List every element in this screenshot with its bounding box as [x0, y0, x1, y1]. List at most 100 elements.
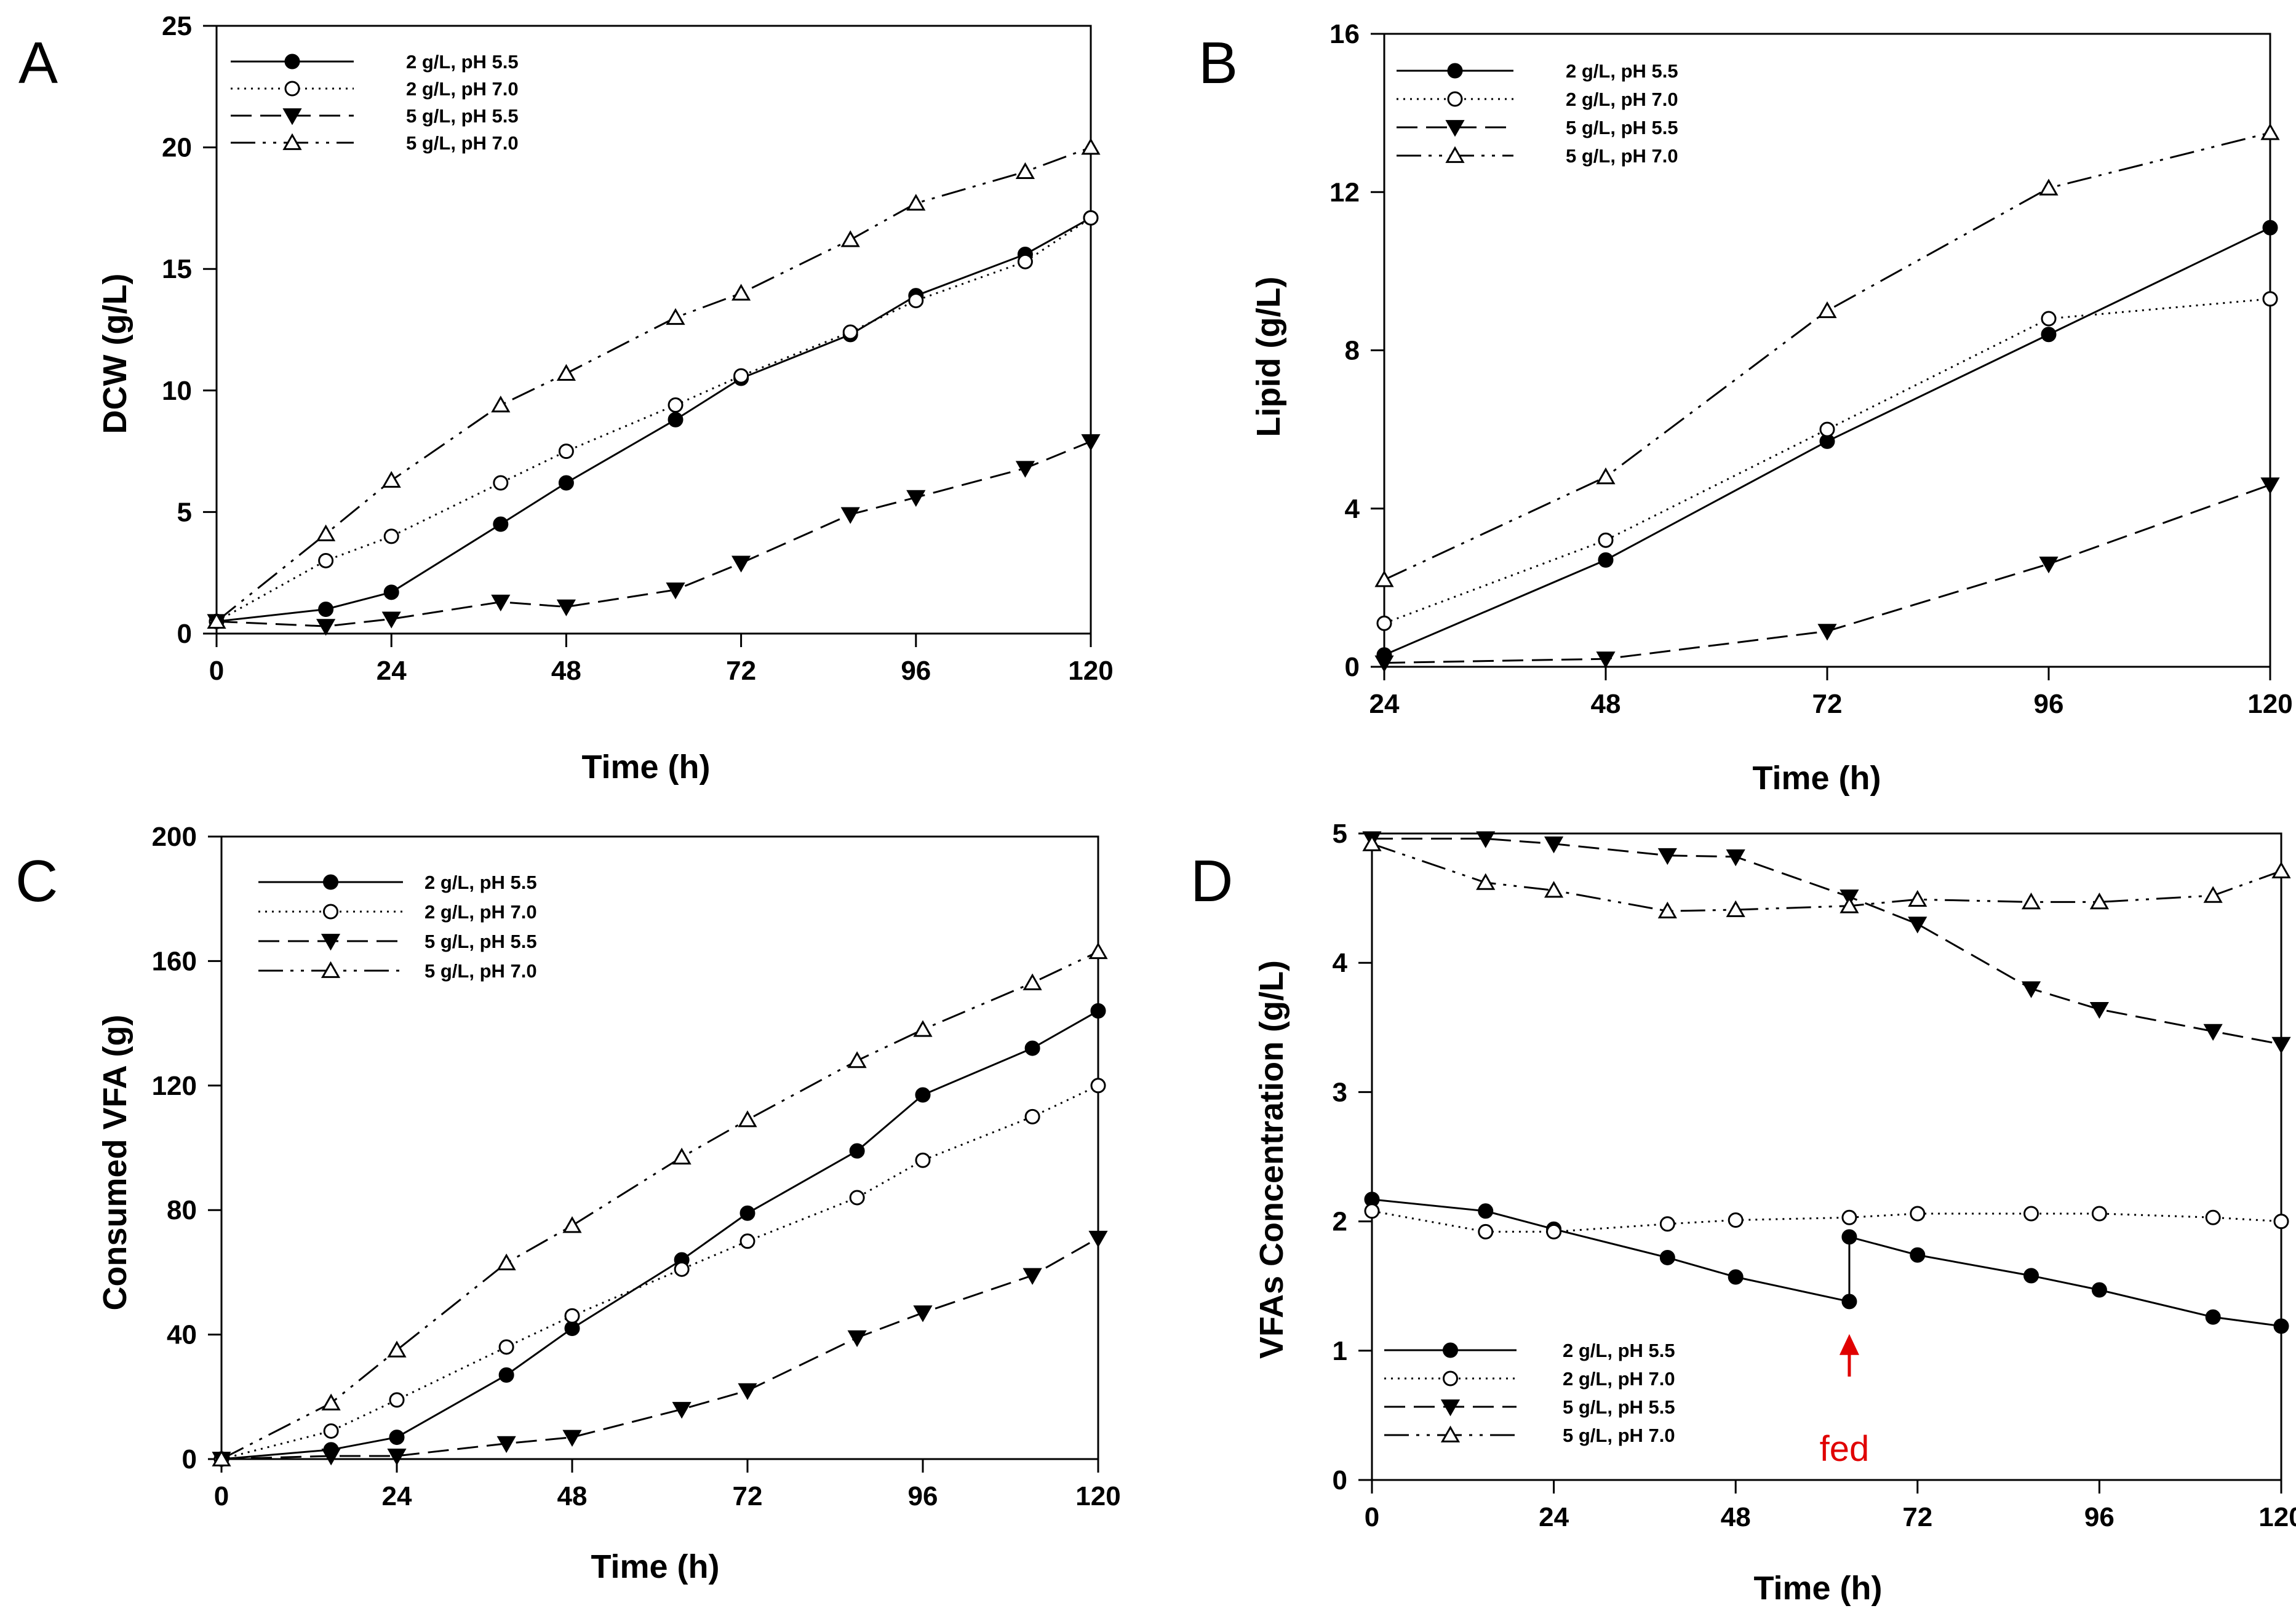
panel-d-series-1-point — [2205, 1309, 2221, 1325]
panel-c-legend-marker-3 — [321, 934, 341, 951]
panel-c-series-4-point — [496, 1253, 516, 1271]
panel-a-legend-marker-1 — [284, 54, 300, 70]
panel-d-legend-label-3: 5 g/L, pH 5.5 — [1563, 1396, 1675, 1418]
panel-c-series-2-point — [564, 1308, 580, 1324]
panel-a-y-tick-label: 10 — [162, 376, 192, 406]
panel-b-y-tick-label: 8 — [1345, 336, 1360, 366]
panel-a-series-4 — [207, 138, 1101, 629]
panel-d-series-4-point — [1726, 900, 1745, 917]
panel-a-x-tick-label: 120 — [1068, 656, 1113, 686]
panel-d-legend-label-4: 5 g/L, pH 7.0 — [1563, 1425, 1675, 1446]
panel-d-series-4-point — [1908, 889, 1927, 907]
panel-d-series-3-point — [2021, 981, 2041, 998]
panel-d-series-1-point — [1841, 1294, 1857, 1310]
panel-c-legend-marker-1 — [323, 874, 338, 890]
panel-c-series-3-point — [1088, 1230, 1108, 1248]
panel-a-x-tick-label: 24 — [377, 656, 407, 686]
panel-b-series-3-point — [1596, 651, 1616, 669]
panel-d-series-3-point — [1908, 917, 1927, 934]
panel-a-series-4-point — [840, 230, 860, 247]
panel-d-y-tick-label: 1 — [1333, 1336, 1347, 1366]
panel-b-series-2-point — [2262, 291, 2278, 307]
panel-a-series-4-point — [666, 308, 685, 325]
panel-d-series-1-line — [1371, 1198, 2282, 1327]
panel-d-x-tick-label: 0 — [1365, 1502, 1379, 1532]
panel-c-y-tick-label: 160 — [152, 946, 197, 976]
panel-a-y-tick-label: 25 — [162, 11, 192, 41]
panel-a-legend-marker-2 — [284, 81, 300, 97]
panel-c-series-2 — [213, 1078, 1106, 1467]
panel-c-series-4-point — [321, 1393, 341, 1410]
panel-c-series-2-point — [323, 1423, 339, 1439]
panel-b-y-tick-label: 4 — [1345, 494, 1360, 524]
panel-c-series-2-point — [915, 1152, 931, 1168]
panel-a-series-3-point — [556, 599, 576, 616]
panel-d-series-4-point — [1544, 881, 1564, 898]
panel-d-series-2-point — [2023, 1206, 2039, 1222]
panel-c-x-axis-label: Time (h) — [591, 1548, 719, 1585]
panel-d-plot-frame — [1371, 832, 2282, 1481]
panel-c-series-4-point — [847, 1051, 867, 1068]
panel-b-legend-marker-2 — [1447, 91, 1463, 107]
panel-c-series-2-point — [389, 1392, 405, 1408]
panel-c-series-1-point — [915, 1087, 931, 1103]
panel-a-series-3-point — [906, 490, 926, 507]
panel-a-legend-label-1: 2 g/L, pH 5.5 — [406, 51, 519, 73]
panel-c-series-2-point — [1024, 1108, 1040, 1124]
panel-b-series-4 — [1374, 123, 2280, 587]
panel-letter-b: B — [1198, 30, 1238, 96]
panel-d-series-2-point — [1364, 1203, 1380, 1219]
panel-b-series-2 — [1376, 291, 2278, 631]
panel-a-series-4-point — [491, 396, 511, 413]
panel-d-series-2-point — [1546, 1223, 1562, 1239]
panel-a-series-1-point — [383, 584, 399, 600]
panel-b-x-axis-label: Time (h) — [1752, 760, 1881, 797]
panel-d-series-2-point — [1728, 1212, 1744, 1228]
panel-d-series-1-point — [1728, 1269, 1744, 1285]
panel-d-x-tick-label: 120 — [2258, 1502, 2296, 1532]
panel-b-x-tick-label: 120 — [2247, 689, 2292, 719]
panel-c-y-tick-label: 0 — [182, 1444, 197, 1474]
panel-b-series-1-point — [1598, 552, 1614, 568]
panel-a-series-2-point — [1083, 210, 1099, 226]
panel-a-series-4-point — [381, 471, 401, 488]
panel-a-legend-label-2: 2 g/L, pH 7.0 — [406, 78, 519, 100]
panel-c-series-1-point — [1090, 1003, 1106, 1019]
panel-d-x-tick-label: 72 — [1902, 1502, 1932, 1532]
panel-d-series-3-point — [1726, 849, 1745, 867]
panel-a-series-3-point — [381, 611, 401, 629]
panel-a-series-4-point — [1015, 162, 1035, 180]
panel-b-series-3 — [1374, 477, 2280, 672]
panel-b-series-1-point — [2041, 327, 2057, 343]
panel-b-series-2-point — [1819, 421, 1835, 437]
panel-a-legend-label-4: 5 g/L, pH 7.0 — [406, 132, 519, 154]
panel-b-series-2-point — [2041, 311, 2057, 327]
panel-d-series-2-point — [1478, 1223, 1494, 1239]
panel-d-y-tick-label: 2 — [1333, 1207, 1347, 1237]
panel-d-series-4-point — [1840, 896, 1859, 913]
panel-d-y-tick-label: 0 — [1333, 1465, 1347, 1495]
panel-a-series-3-point — [1015, 461, 1035, 478]
panel-c-series-3-point — [387, 1449, 407, 1466]
panel-c-legend-marker-2 — [323, 904, 338, 920]
panel-c: C Time (h) Consumed VFA (g) 0 24 48 72 96 120… — [15, 822, 1121, 1585]
panel-d-series-3-point — [2089, 1001, 2109, 1019]
panel-b-x-tick-label: 96 — [2034, 689, 2064, 719]
panel-b-series-4-point — [1596, 467, 1616, 485]
panel-b-y-axis-label: Lipid (g/L) — [1250, 277, 1287, 437]
panel-d-series-1-point — [2091, 1282, 2107, 1298]
panel-a-y-tick-label: 0 — [177, 619, 192, 649]
panel-c-series-1-point — [849, 1143, 865, 1159]
panel-d-series-4 — [1362, 834, 2291, 919]
panel-a-x-tick-label: 96 — [901, 656, 931, 686]
panel-a-series-1-point — [318, 601, 334, 617]
panel-c-series-4-point — [212, 1449, 231, 1466]
panel-c-x-tick-label: 0 — [214, 1481, 229, 1511]
panel-a-series-4-point — [207, 611, 226, 629]
panel-d-series-4-point — [2021, 893, 2041, 910]
panel-b-series-4-point — [2260, 123, 2280, 140]
panel-a-series-3-point — [666, 582, 685, 600]
panel-c-series-2-point — [498, 1339, 514, 1355]
